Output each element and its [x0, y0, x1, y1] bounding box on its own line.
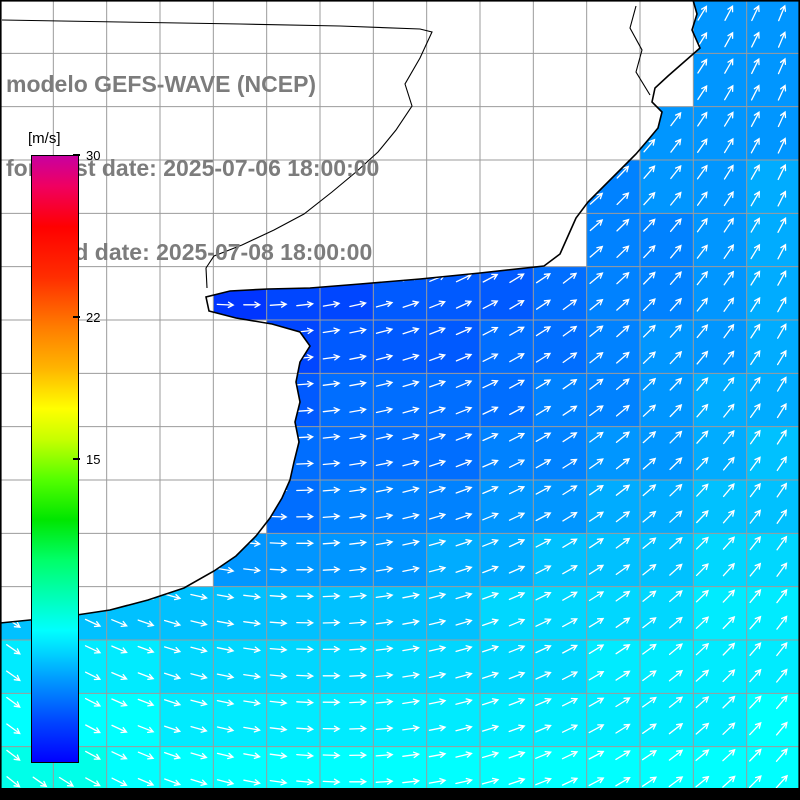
colorbar-gradient	[31, 155, 79, 763]
colorbar-tick-mark	[73, 154, 80, 156]
coastline	[0, 0, 701, 624]
colorbar-unit-label: [m/s]	[28, 130, 61, 147]
river-border-line	[629, 5, 651, 96]
colorbar-tick-mark	[73, 458, 80, 460]
colorbar-tick-mark	[73, 316, 80, 318]
colorbar-tick-label: 22	[86, 310, 101, 326]
model-title: modelo GEFS-WAVE (NCEP)	[6, 71, 317, 97]
bottom-frame-bar	[0, 788, 800, 800]
colorbar-tick-label: 30	[86, 148, 101, 163]
colorbar-tick-label: 15	[86, 452, 101, 467]
river-border-line	[1, 19, 433, 289]
